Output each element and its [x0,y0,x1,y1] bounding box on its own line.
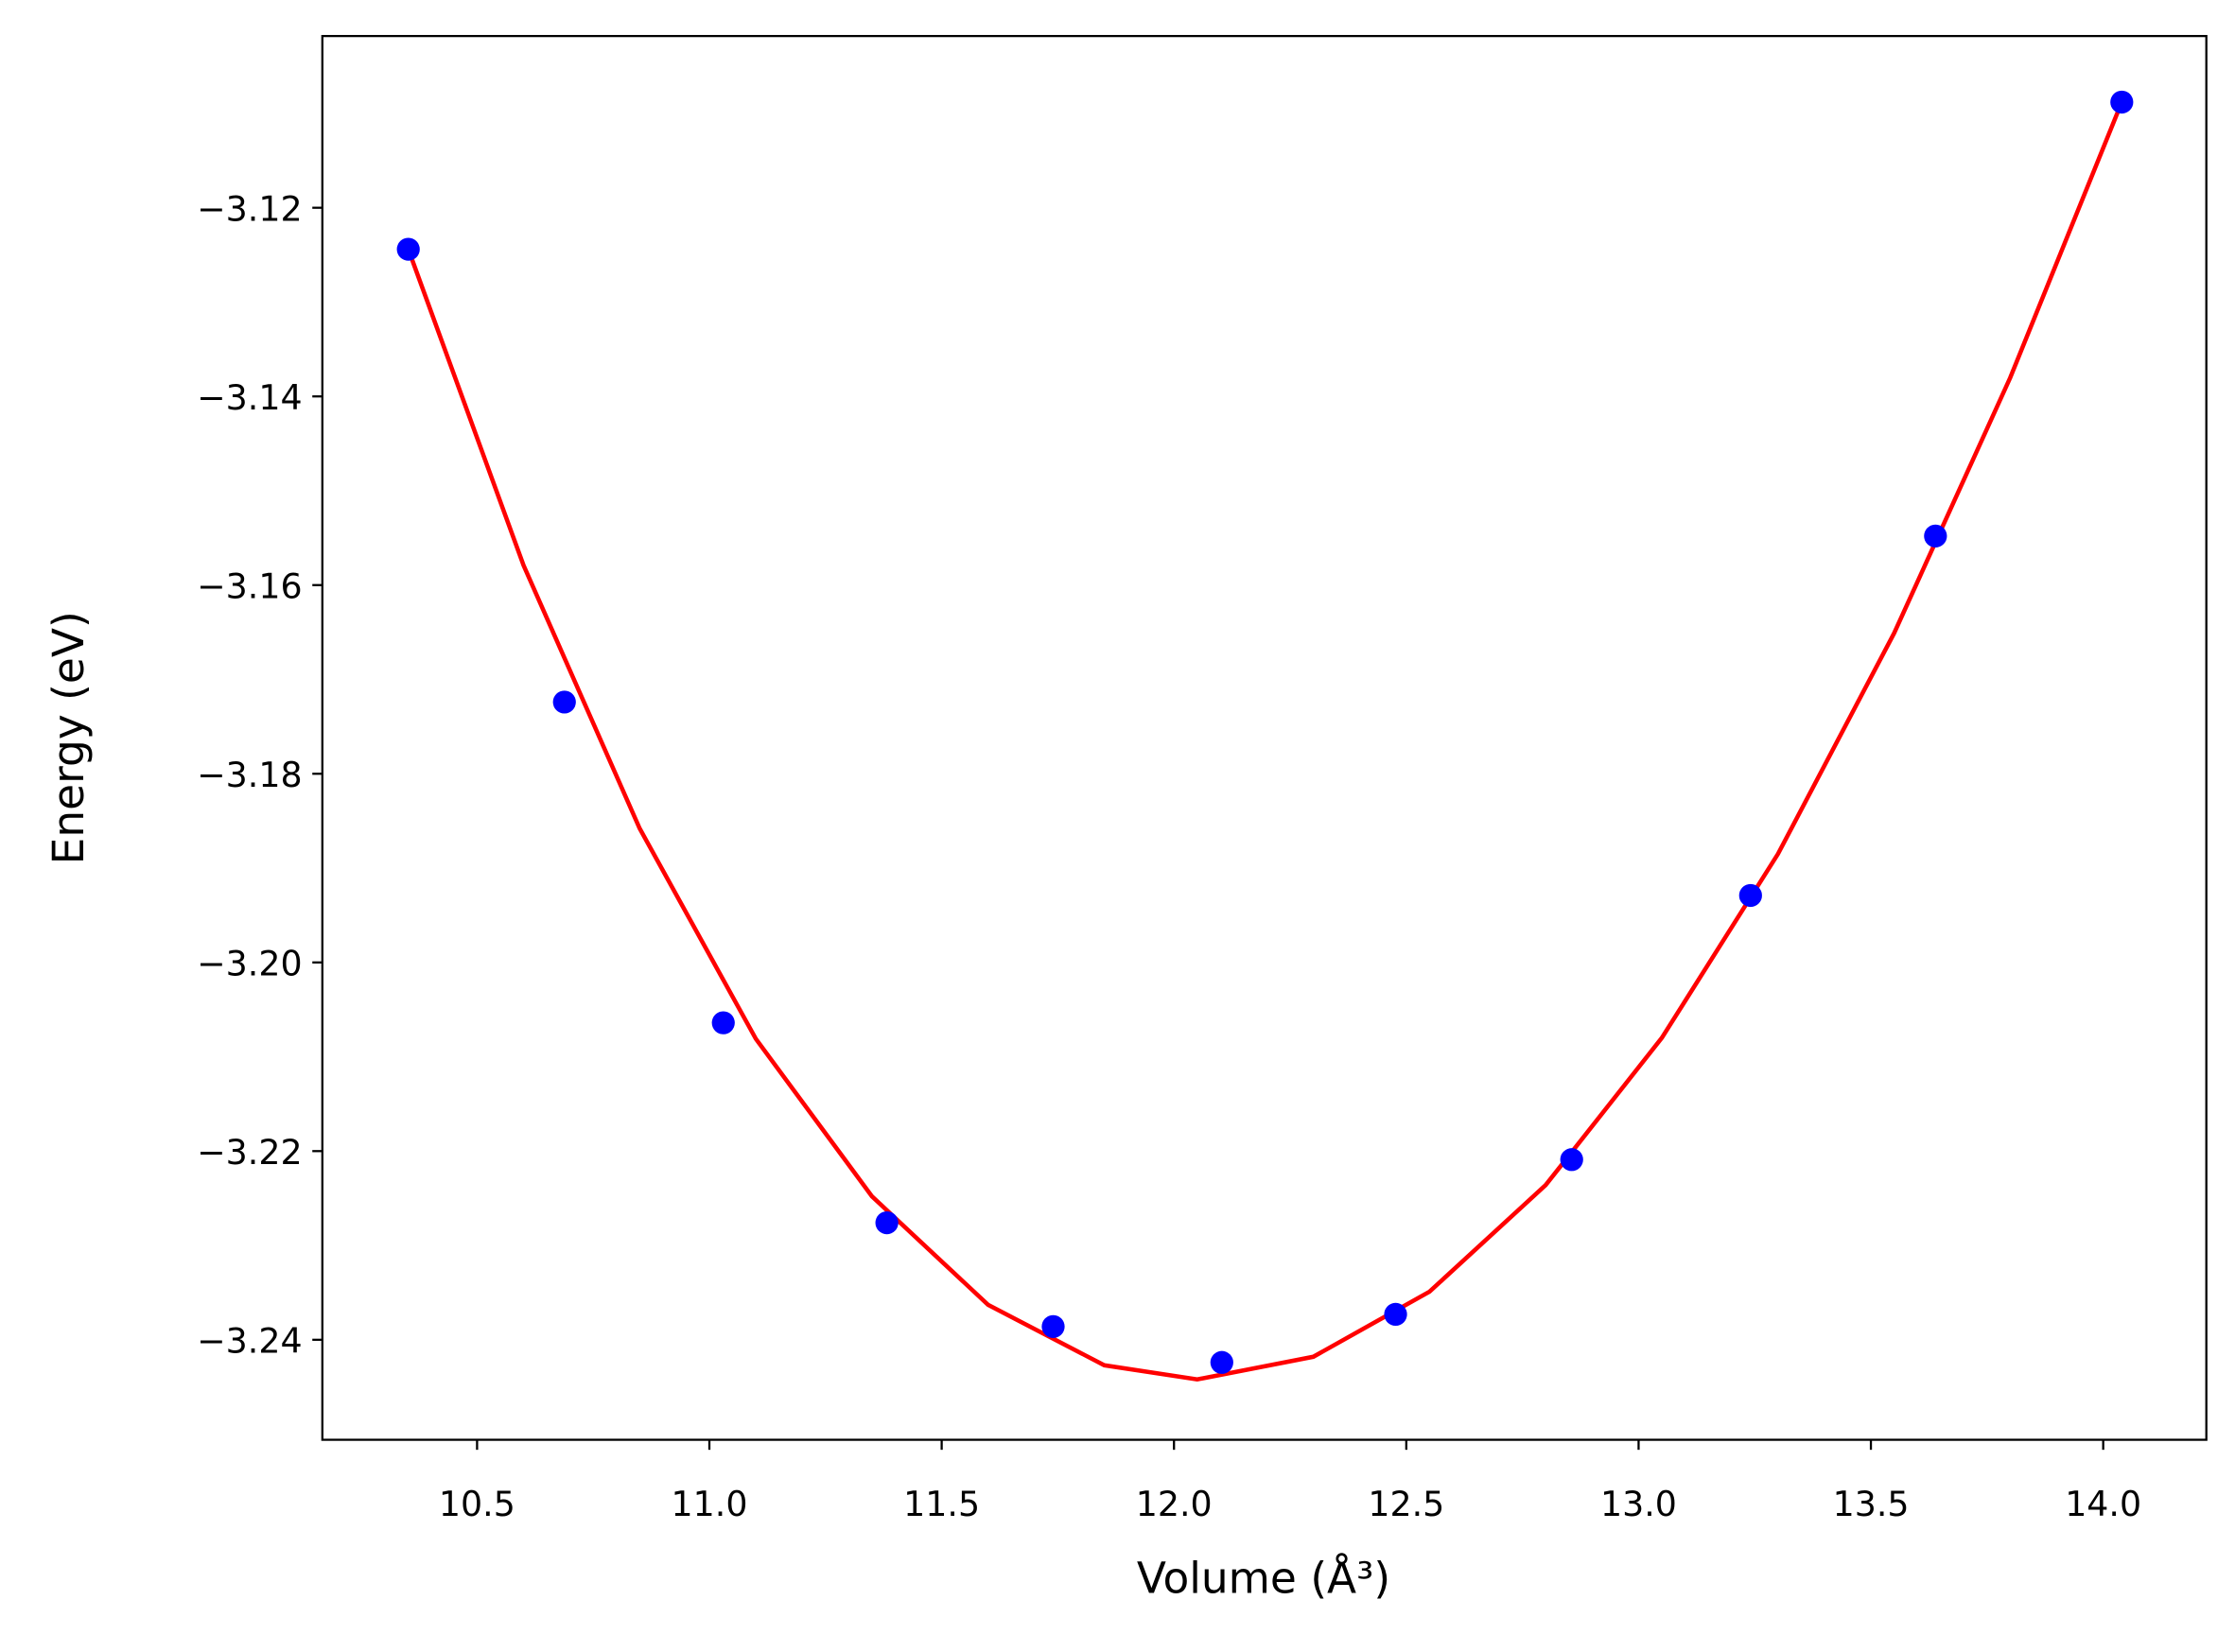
data-point [552,690,576,714]
data-point [711,1011,735,1035]
y-tick-label: −3.14 [197,377,302,418]
x-tick-label: 11.0 [672,1484,748,1524]
y-tick-label: −3.20 [197,943,302,983]
x-tick-label: 12.5 [1368,1484,1444,1524]
data-point [396,237,420,261]
data-point [1560,1148,1583,1172]
data-point [875,1210,899,1235]
data-point [1738,883,1762,908]
y-tick-label: −3.24 [197,1320,302,1361]
data-point [1384,1302,1407,1327]
y-axis-label: Energy (eV) [44,611,94,864]
data-point [1041,1314,1065,1338]
y-tick-label: −3.18 [197,755,302,795]
y-tick-label: −3.12 [197,188,302,229]
y-tick-label: −3.16 [197,565,302,606]
fit-line [406,101,2124,1382]
x-axis-label: Volume (Å³) [1137,1553,1390,1604]
x-tick-label: 13.5 [1833,1484,1910,1524]
x-tick-label: 12.0 [1136,1484,1213,1524]
plot-frame [321,34,2208,1441]
data-point [2110,90,2134,114]
x-tick-label: 10.5 [439,1484,515,1524]
x-tick-label: 11.5 [903,1484,980,1524]
data-point [1210,1350,1233,1374]
data-point [1924,524,1947,548]
x-tick-label: 13.0 [1600,1484,1677,1524]
x-tick-label: 14.0 [2065,1484,2141,1524]
y-tick-label: −3.22 [197,1132,302,1173]
